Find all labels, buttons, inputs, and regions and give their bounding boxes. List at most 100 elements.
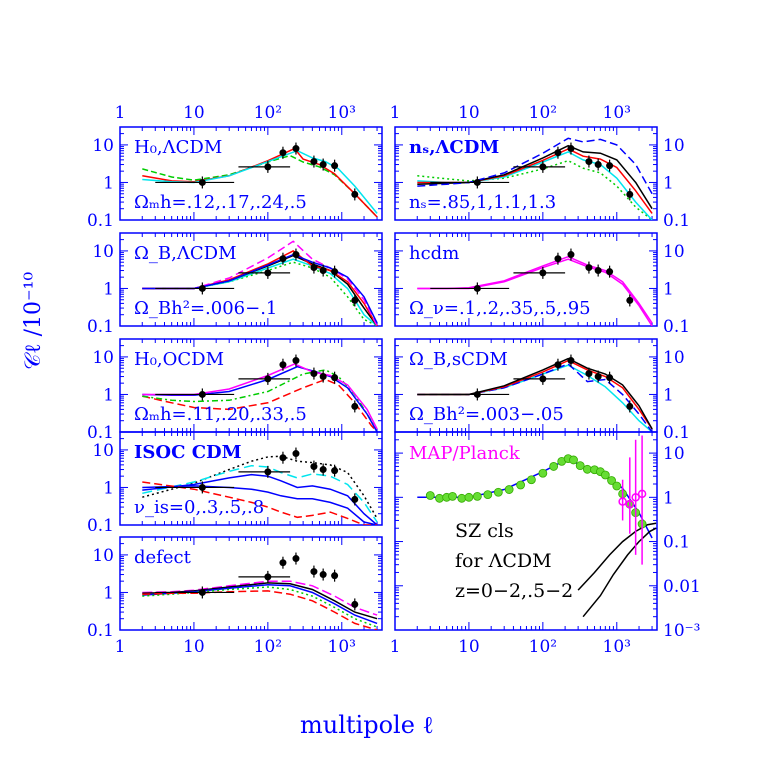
- data-point: [618, 497, 627, 506]
- data-point: [625, 499, 635, 509]
- data-point: [310, 158, 318, 166]
- y-tick-label: 1: [103, 478, 114, 498]
- y-tick-label: 0.1: [87, 516, 114, 536]
- data-point: [425, 491, 435, 500]
- curves: [417, 354, 653, 432]
- data-point: [554, 149, 562, 157]
- panel-params: Ω_Bh²=.003−.05: [409, 404, 564, 425]
- data-point: [539, 375, 547, 383]
- data-point: [264, 468, 272, 476]
- series-black-0: [142, 455, 378, 519]
- data-point: [319, 161, 327, 169]
- x-tick-label-bottom: 10: [458, 637, 480, 657]
- data-point: [567, 357, 575, 365]
- curves: [142, 552, 378, 630]
- y-tick-label: 1: [103, 279, 114, 299]
- x-tick-label-top: 1: [115, 103, 126, 123]
- y-tick-label: 0.1: [663, 533, 690, 553]
- data-point: [567, 145, 575, 153]
- series-green-1: [142, 369, 378, 432]
- y-tick-label: 10: [92, 546, 114, 566]
- data-point: [351, 402, 359, 410]
- data-point: [527, 475, 536, 485]
- y-tick-label: 1: [663, 173, 674, 193]
- data-point: [473, 178, 481, 186]
- panel-params: Ω_Bh²=.006−.1: [134, 298, 277, 319]
- data-point: [435, 493, 444, 503]
- data-point: [569, 455, 578, 465]
- panel-label: MAP/Planck: [409, 443, 521, 464]
- x-tick-label-bottom: 10³: [603, 637, 631, 657]
- panel-params: Ωₘh=.11,.20,.33,.5: [134, 404, 307, 425]
- data-point: [198, 390, 206, 398]
- series-magenta-4: [142, 240, 378, 326]
- data-point: [554, 255, 562, 263]
- data-point: [279, 255, 287, 263]
- data-point: [331, 374, 339, 382]
- series-magenta-0: [142, 580, 378, 616]
- data-point: [198, 588, 206, 596]
- panel-label: H₀,OCDM: [134, 349, 224, 370]
- curves: [142, 142, 378, 218]
- y-tick-label: 1: [103, 173, 114, 193]
- data-point: [457, 493, 467, 503]
- data-point: [351, 495, 359, 503]
- data-point: [472, 491, 482, 501]
- x-tick-label-top: 10: [458, 103, 480, 123]
- x-tick-label-bottom: 10³: [328, 637, 356, 657]
- data-point: [585, 264, 593, 272]
- panel-label: hcdm: [409, 243, 459, 264]
- data-point: [516, 480, 525, 490]
- panel-label: ISOC CDM: [134, 442, 242, 463]
- data-point: [626, 402, 634, 410]
- data-point: [319, 267, 327, 275]
- data-point: [310, 463, 318, 471]
- y-tick-label: 10: [92, 348, 114, 368]
- data-point: [279, 149, 287, 157]
- x-tick-label-top: 1: [390, 103, 401, 123]
- series-blue-4: [417, 137, 653, 195]
- panel-label: H₀,ΛCDM: [134, 137, 222, 158]
- series-blue-2: [142, 365, 378, 432]
- y-tick-label: 0.01: [663, 577, 701, 597]
- y-tick-label: 0.1: [663, 211, 690, 231]
- series-blue-1: [417, 363, 653, 432]
- y-tick-label: 1: [103, 583, 114, 603]
- panel-map-planck: 10 1 0.1 0.01 10⁻³ 1 10 10² 10³ MAP/Planck SZ cls f…: [390, 431, 701, 657]
- series-blue-2: [142, 473, 378, 525]
- series-red-4: [142, 481, 378, 525]
- data-point: [279, 454, 287, 462]
- x-tick-label-bottom: 10: [183, 637, 205, 657]
- x-tick-label-bottom: 10²: [254, 637, 282, 657]
- panel-params: ν_is=0,.3,.5,.8: [134, 497, 264, 518]
- x-tick-label-bottom: 10²: [529, 637, 557, 657]
- y-tick-label: 1: [663, 385, 674, 405]
- data-point: [292, 450, 300, 458]
- y-axis-label: 𝒞ℓ /10⁻¹⁰: [21, 272, 46, 370]
- curves: [142, 354, 378, 432]
- data-point: [331, 162, 339, 170]
- y-tick-label: 10: [92, 441, 114, 461]
- data-point: [585, 370, 593, 378]
- data-point: [637, 489, 647, 499]
- data-point: [264, 375, 272, 383]
- data-point: [585, 158, 593, 166]
- data-point: [351, 600, 359, 608]
- panel-label: Ω_B,sCDM: [409, 349, 508, 370]
- y-tick-label: 0.1: [87, 423, 114, 443]
- annotation-2: for ΛCDM: [455, 550, 552, 572]
- y-tick-label: 0.1: [663, 423, 690, 443]
- y-tick-label: 10: [663, 348, 685, 368]
- series-black-1: [142, 582, 378, 620]
- curves: [142, 240, 378, 326]
- data-point: [331, 467, 339, 475]
- data-point: [198, 284, 206, 292]
- data-point: [310, 264, 318, 272]
- data-point: [464, 492, 474, 502]
- data-point: [567, 251, 575, 259]
- data-point: [606, 162, 614, 170]
- data-point: [292, 251, 300, 259]
- data-point: [549, 462, 559, 471]
